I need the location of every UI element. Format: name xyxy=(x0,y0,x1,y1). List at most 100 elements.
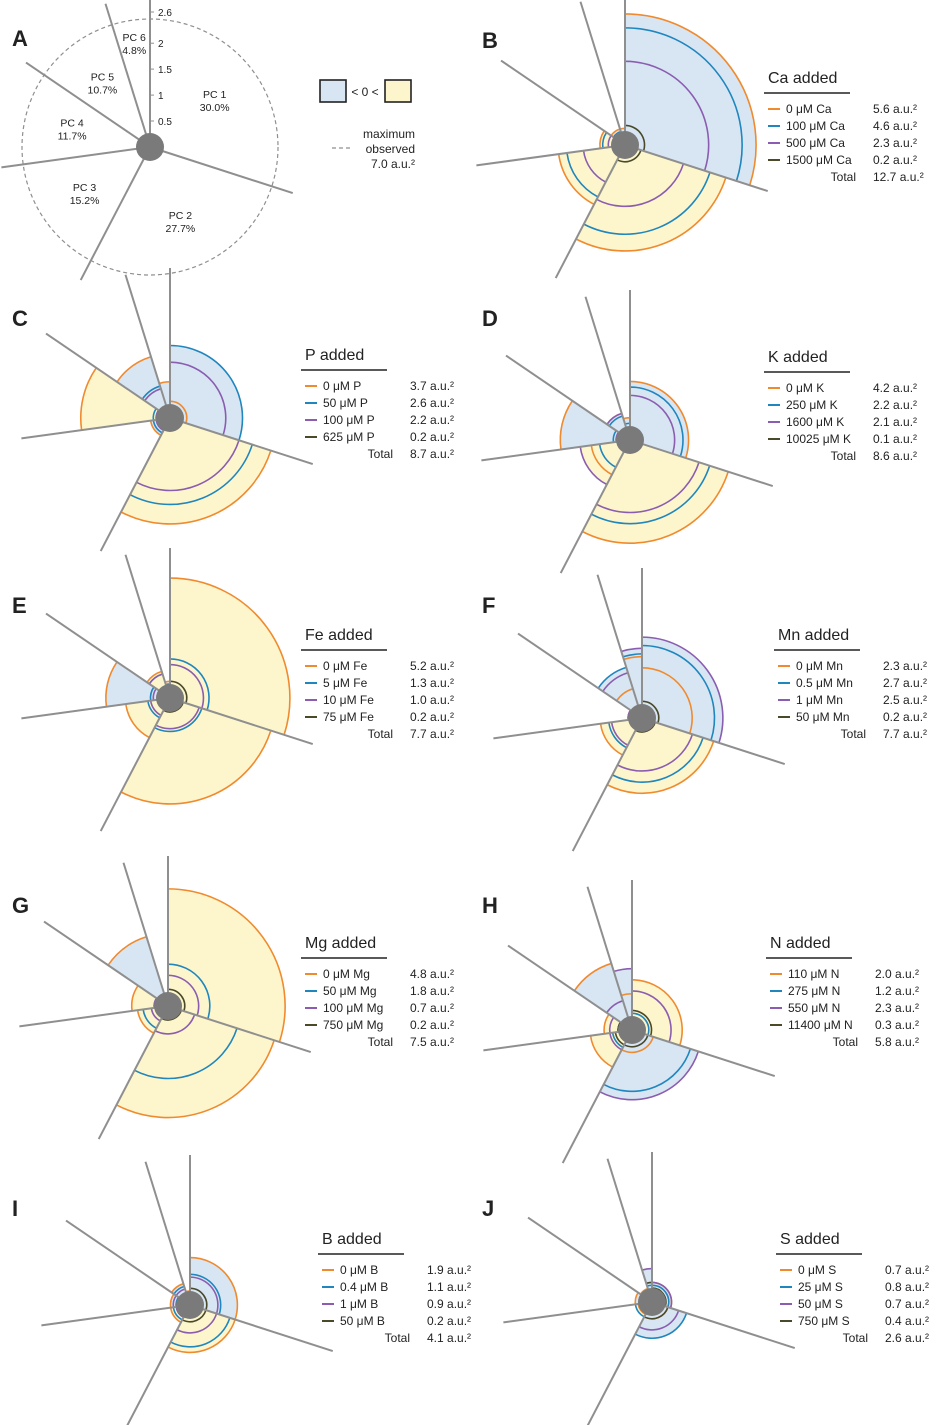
pc-spoke xyxy=(99,417,171,552)
legend-series-name: 25 μM S xyxy=(798,1280,843,1294)
series-arc xyxy=(608,722,627,749)
pc-spoke xyxy=(641,717,786,766)
sector-fill xyxy=(116,356,170,418)
series-arc xyxy=(120,730,272,805)
max-observed-line2: observed xyxy=(366,142,415,156)
series-arc xyxy=(559,400,574,450)
series-arc xyxy=(651,1281,673,1309)
series-arc xyxy=(136,440,240,492)
legend-series-name: 0.5 μM Mn xyxy=(796,676,853,690)
legend-series-name: 0.4 μM B xyxy=(340,1280,388,1294)
pc-spoke xyxy=(45,612,171,699)
legend-series-value: 2.3 a.u.² xyxy=(873,136,917,150)
pc-spoke xyxy=(65,1219,191,1306)
legend-series-name: 1500 μM Ca xyxy=(786,153,852,167)
series-arc xyxy=(169,680,188,704)
pc-spoke xyxy=(571,717,643,852)
pc-spoke xyxy=(629,439,774,488)
pc-spoke xyxy=(79,146,151,281)
pc-spoke xyxy=(651,1301,796,1350)
legend-total-label: Total xyxy=(368,1035,393,1049)
legend-series-name: 500 μM Ca xyxy=(786,136,845,150)
legend-series-value: 2.0 a.u.² xyxy=(875,967,919,981)
series-arc xyxy=(169,344,244,441)
series-arc xyxy=(603,1048,692,1093)
series-arc xyxy=(169,361,227,436)
series-arc xyxy=(589,1035,614,1068)
panel-label: B xyxy=(482,28,498,53)
center-hub xyxy=(628,704,656,732)
legend-series-value: 4.8 a.u.² xyxy=(410,967,454,981)
sign-key-text: < 0 < xyxy=(351,85,378,99)
pc-spoke xyxy=(149,146,294,195)
pc-spoke xyxy=(124,554,171,699)
legend-series-name: 550 μM N xyxy=(788,1001,840,1015)
legend-series-name: 0 μM K xyxy=(786,381,824,395)
series-arc xyxy=(616,149,642,163)
slice-name: PC 1 xyxy=(203,89,227,101)
series-arc xyxy=(116,1040,275,1119)
panel-a: A00.511.522.6PC 130.0%PC 227.7%PC 315.2%… xyxy=(1,0,415,281)
legend-title: K added xyxy=(768,349,828,366)
pc-spoke xyxy=(124,274,171,419)
series-arc xyxy=(623,1034,649,1048)
pc-spoke xyxy=(104,3,151,148)
pc-spoke xyxy=(41,1304,191,1327)
pc-spoke xyxy=(25,61,151,148)
legend-series-name: 50 μM Mg xyxy=(323,984,377,998)
legend-series-name: 625 μM P xyxy=(323,430,375,444)
panel-label: A xyxy=(12,26,28,51)
legend-series-name: 0 μM B xyxy=(340,1263,378,1277)
legend-series-name: 50 μM P xyxy=(323,396,368,410)
series-arc xyxy=(631,979,683,1046)
center-hub xyxy=(638,1288,666,1316)
pc-spoke xyxy=(21,697,171,720)
panel-c: C P added 0 μM P 3.7 a.u.² 50 μM P 2.6 a.u.² 1… xyxy=(12,268,454,552)
legend-series-value: 2.2 a.u.² xyxy=(410,413,454,427)
series-arc xyxy=(129,444,254,506)
panel-label: C xyxy=(12,306,28,331)
pc-spoke xyxy=(507,944,633,1031)
pc-spoke xyxy=(500,59,626,146)
legend-total-value: 12.7 a.u.² xyxy=(873,170,924,184)
series-arc xyxy=(154,1014,196,1035)
slice-name: PC 3 xyxy=(73,182,97,194)
legend-series-value: 0.3 a.u.² xyxy=(875,1018,919,1032)
legend-total-label: Total xyxy=(843,1331,868,1345)
series-arc xyxy=(596,163,685,208)
pc-spoke xyxy=(169,697,314,746)
legend-series-value: 2.7 a.u.² xyxy=(883,676,927,690)
series-arc xyxy=(590,445,613,476)
series-arc xyxy=(566,152,599,198)
legend-series-value: 2.3 a.u.² xyxy=(875,1001,919,1015)
series-arc xyxy=(136,1010,155,1034)
pc-spoke xyxy=(505,354,631,441)
pc-spoke xyxy=(21,417,171,440)
series-arc xyxy=(641,667,693,734)
series-arc xyxy=(583,172,711,235)
sector-fill xyxy=(598,667,642,718)
legend-title: Fe added xyxy=(305,627,373,644)
slice-pct: 4.8% xyxy=(122,45,146,57)
pc-spoke xyxy=(586,1301,653,1425)
series-arc xyxy=(611,1032,624,1049)
legend-series-value: 1.1 a.u.² xyxy=(427,1280,471,1294)
series-arc xyxy=(149,420,162,437)
legend-series-name: 75 μM Fe xyxy=(323,710,374,724)
legend-series-value: 0.7 a.u.² xyxy=(885,1263,929,1277)
legend-series-value: 0.2 a.u.² xyxy=(427,1314,471,1328)
legend-series-name: 10 μM Fe xyxy=(323,693,374,707)
legend-total-value: 8.7 a.u.² xyxy=(410,447,454,461)
series-arc xyxy=(169,658,210,711)
series-arc xyxy=(634,1312,688,1339)
pc-spoke xyxy=(97,1005,169,1140)
slice-pct: 30.0% xyxy=(200,102,230,114)
pc-spoke xyxy=(43,920,169,1007)
legend-series-value: 5.6 a.u.² xyxy=(873,102,917,116)
pc-spoke xyxy=(481,439,631,462)
pc-spoke xyxy=(189,1304,334,1353)
series-arc xyxy=(624,60,710,171)
panel-label: D xyxy=(482,306,498,331)
pc-spoke xyxy=(596,574,643,719)
series-arc xyxy=(590,465,711,525)
